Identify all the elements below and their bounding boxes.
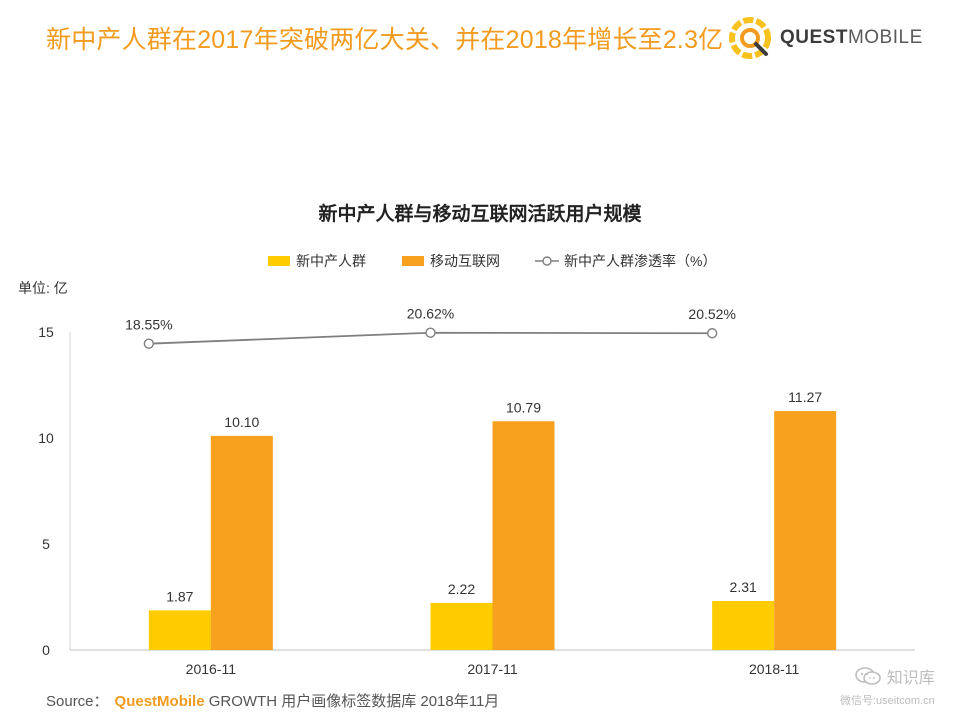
chart-title: 新中产人群与移动互联网活跃用户规模 (318, 202, 642, 225)
penetration-point (143, 338, 155, 349)
watermark-name: 知识库 (886, 670, 935, 687)
source-prefix: Source： (46, 693, 109, 710)
brand-wordmark: QUESTMOBILE (780, 27, 923, 49)
data-label-new-middle: 2.22 (448, 581, 475, 597)
wechat-icon (854, 667, 881, 685)
unit-label: 单位: 亿 (18, 280, 68, 296)
legend-marker-penetration (542, 256, 552, 266)
penetration-point (425, 327, 436, 338)
data-label-mobile: 10.10 (224, 414, 259, 430)
bar-new-middle (712, 601, 775, 650)
data-label-new-middle: 1.87 (166, 588, 193, 604)
legend-label-new-middle: 新中产人群 (296, 253, 366, 269)
legend-swatch-new-middle (268, 256, 290, 266)
x-tick-label: 2018-11 (749, 661, 800, 677)
y-tick-label: 0 (42, 642, 50, 658)
y-tick-label: 15 (38, 324, 54, 340)
data-label-penetration: 20.52% (688, 306, 735, 322)
data-label-mobile: 10.79 (506, 399, 541, 415)
watermark: 知识库 微信号:useitcom.cn (840, 664, 935, 708)
watermark-sub: 微信号:useitcom.cn (840, 695, 935, 707)
legend-label-penetration: 新中产人群渗透率（%） (564, 253, 716, 269)
x-tick-label: 2017-11 (467, 661, 518, 677)
data-label-new-middle: 2.31 (730, 579, 757, 595)
data-label-penetration: 18.55% (125, 317, 172, 333)
source-detail: GROWTH 用户画像标签数据库 2018年11月 (204, 693, 500, 710)
brand-wordmark-strong: QUEST (780, 27, 848, 48)
bar-new-middle (430, 602, 493, 650)
brand-wordmark-light: MOBILE (847, 27, 923, 48)
x-tick-label: 2016-11 (186, 661, 237, 677)
legend-label-mobile: 移动互联网 (430, 253, 500, 269)
source-note: Source： QuestMobile GROWTH 用户画像标签数据库 2018… (46, 690, 499, 711)
penetration-point (706, 328, 718, 339)
data-label-mobile: 11.27 (788, 389, 822, 405)
bar-mobile (492, 421, 555, 650)
questmobile-logo-icon (729, 17, 771, 59)
source-brand: QuestMobile (114, 693, 205, 710)
bar-new-middle (148, 610, 211, 650)
bar-mobile (774, 411, 837, 650)
y-tick-label: 5 (42, 536, 50, 552)
data-label-penetration: 20.62% (407, 306, 454, 322)
y-tick-label: 10 (38, 430, 54, 446)
page-headline: 新中产人群在2017年突破两亿大关、并在2018年增长至2.3亿 (46, 26, 724, 54)
bar-mobile (210, 435, 273, 650)
brand-logo: QUESTMOBILE (728, 14, 923, 62)
legend-swatch-mobile (402, 256, 424, 266)
